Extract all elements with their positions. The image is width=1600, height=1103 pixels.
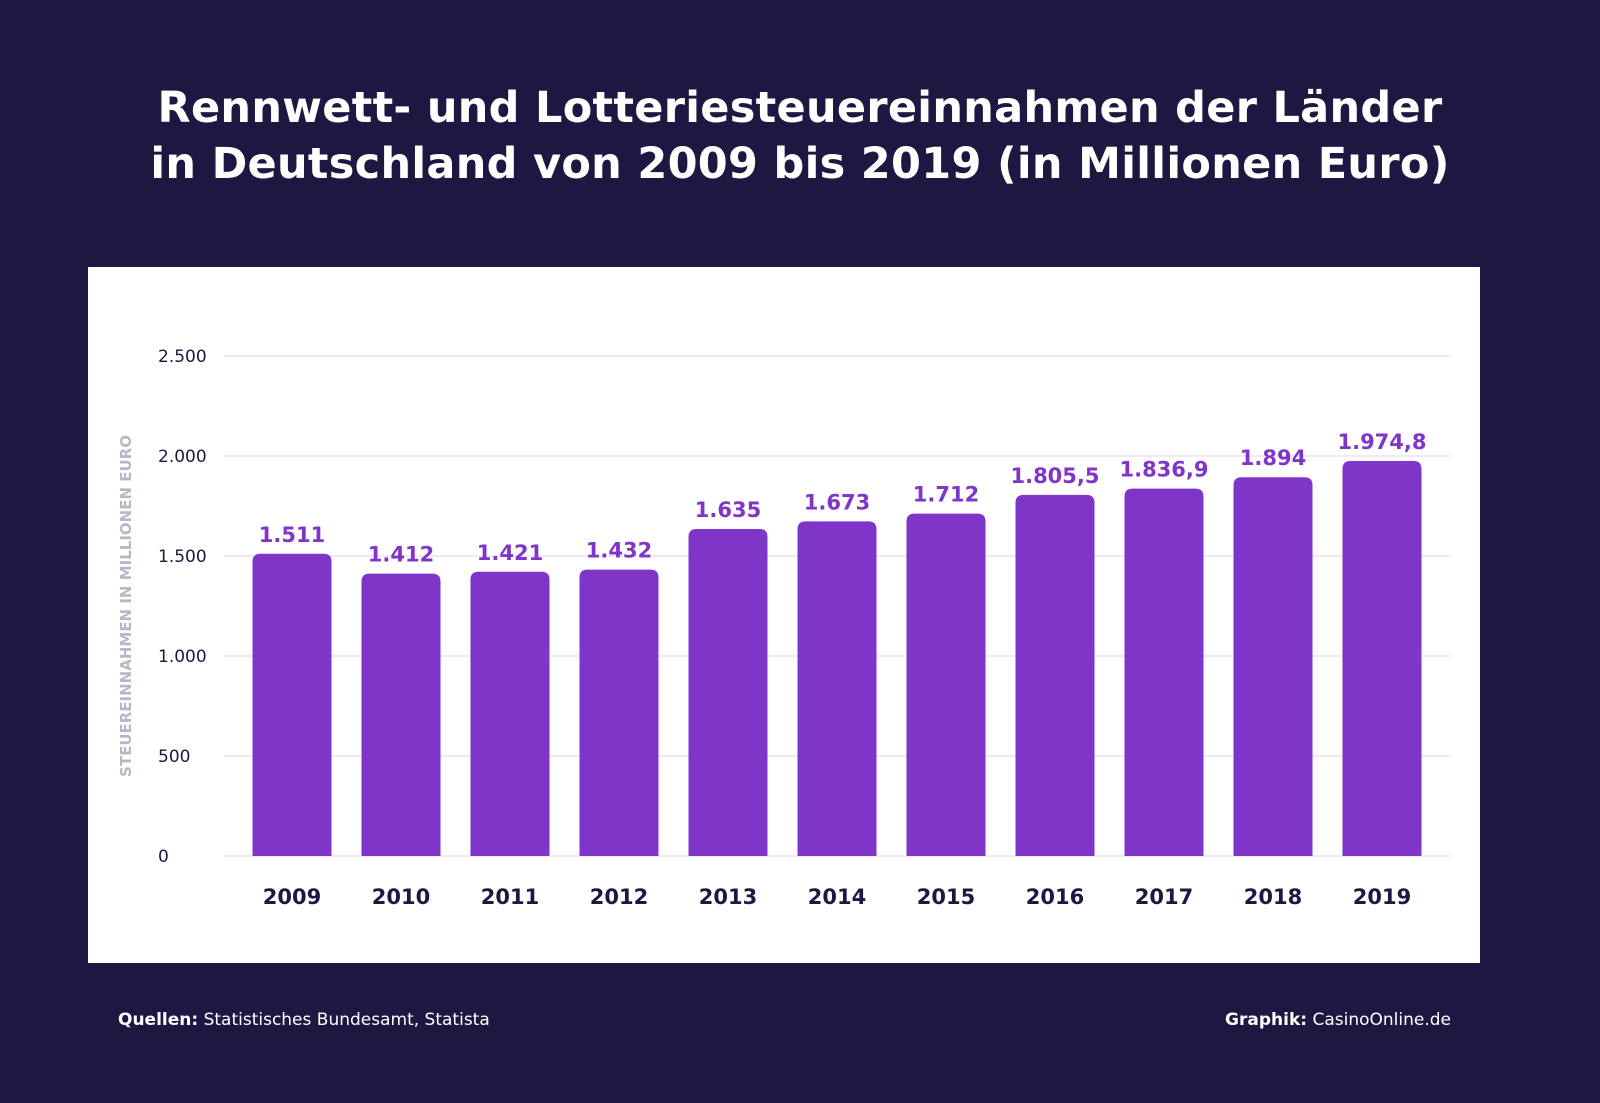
x-tick-label: 2019 xyxy=(1353,885,1411,909)
bar-chart: 0 500 1.000 1.500 2.000 2.500 STEUEREINNAHMEN … xyxy=(117,347,1450,909)
title-line-2: in Deutschland von 2009 bis 2019 (in Mil… xyxy=(150,139,1450,189)
x-tick-label: 2010 xyxy=(372,885,430,909)
x-tick-label: 2012 xyxy=(590,885,648,909)
data-label: 1.421 xyxy=(477,541,543,565)
bar-2010 xyxy=(361,573,441,856)
data-label: 1.635 xyxy=(695,498,761,522)
y-tick-label: 2.000 xyxy=(158,447,207,467)
x-tick-label: 2016 xyxy=(1026,885,1084,909)
x-tick-label: 2011 xyxy=(481,885,539,909)
graphic-text: CasinoOnline.de xyxy=(1307,1010,1451,1030)
y-tick-label: 0 xyxy=(158,847,169,867)
chart-title: Rennwett- und Lotteriesteuereinnahmen de… xyxy=(0,80,1600,192)
data-label: 1.836,9 xyxy=(1119,458,1208,482)
data-label: 1.432 xyxy=(586,539,652,563)
y-tick-label: 2.500 xyxy=(158,347,207,367)
data-label: 1.974,8 xyxy=(1337,430,1426,454)
bar-2011 xyxy=(470,571,550,856)
bar-2009 xyxy=(252,553,332,856)
bar-2018 xyxy=(1233,477,1313,856)
chart-panel: 0 500 1.000 1.500 2.000 2.500 STEUEREINNAHMEN … xyxy=(88,267,1480,963)
data-label: 1.412 xyxy=(368,543,434,567)
data-label: 1.673 xyxy=(804,490,870,514)
x-tick-label: 2009 xyxy=(263,885,321,909)
title-line-1: Rennwett- und Lotteriesteuereinnahmen de… xyxy=(157,83,1443,133)
y-axis-label: STEUEREINNAHMEN IN MILLIONEN EURO xyxy=(117,435,135,777)
bar-2016 xyxy=(1015,494,1095,856)
bar-2013 xyxy=(688,529,768,856)
bar-2015 xyxy=(906,513,986,856)
y-tick-label: 500 xyxy=(158,747,190,767)
bar-2017 xyxy=(1124,488,1204,856)
bar-2014 xyxy=(797,521,877,856)
x-tick-label: 2013 xyxy=(699,885,757,909)
y-tick-label: 1.500 xyxy=(158,547,207,567)
x-tick-label: 2017 xyxy=(1135,885,1193,909)
footer-source: Quellen: Statistisches Bundesamt, Statis… xyxy=(118,1010,490,1030)
x-tick-label: 2015 xyxy=(917,885,975,909)
data-label: 1.894 xyxy=(1240,446,1306,470)
data-label: 1.805,5 xyxy=(1010,464,1099,488)
x-tick-label: 2018 xyxy=(1244,885,1302,909)
y-tick-label: 1.000 xyxy=(158,647,207,667)
x-tick-label: 2014 xyxy=(808,885,866,909)
bar-2019 xyxy=(1342,461,1422,856)
data-label: 1.511 xyxy=(259,523,325,547)
source-label: Quellen: xyxy=(118,1010,199,1030)
footer-graphic: Graphik: CasinoOnline.de xyxy=(1225,1010,1451,1030)
data-label: 1.712 xyxy=(913,483,979,507)
source-text: Statistisches Bundesamt, Statista xyxy=(198,1010,490,1030)
bar-2012 xyxy=(579,569,659,856)
graphic-label: Graphik: xyxy=(1225,1010,1308,1030)
